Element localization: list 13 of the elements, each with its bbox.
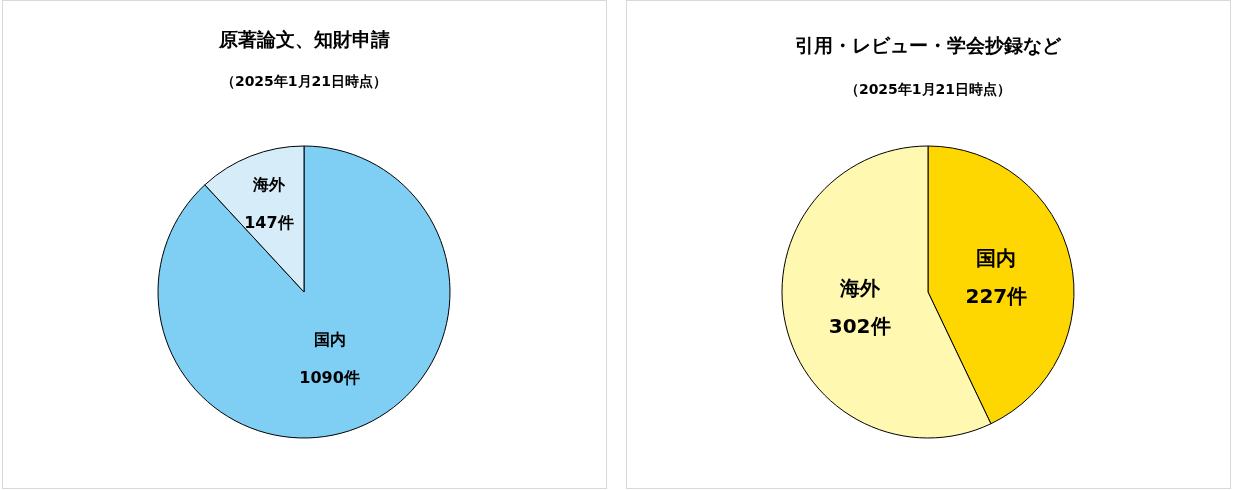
chart-title: 引用・レビュー・学会抄録など [795, 34, 1062, 56]
pie-slice [157, 145, 451, 439]
chart-subtitle: （2025年1月21日時点） [220, 73, 388, 89]
data-label: 1090件 [299, 368, 360, 388]
slice-label: 国内 [976, 245, 1017, 270]
chart-title: 原著論文、知財申請 [217, 28, 390, 50]
data-label: 147件 [244, 213, 294, 233]
slice-label: 国内 [313, 330, 346, 350]
slice-label: 海外 [838, 276, 881, 301]
data-label: 302件 [828, 314, 891, 339]
slice-label: 海外 [251, 175, 286, 195]
data-label: 227件 [965, 283, 1028, 308]
chart-subtitle: （2025年1月21日時点） [844, 81, 1012, 97]
